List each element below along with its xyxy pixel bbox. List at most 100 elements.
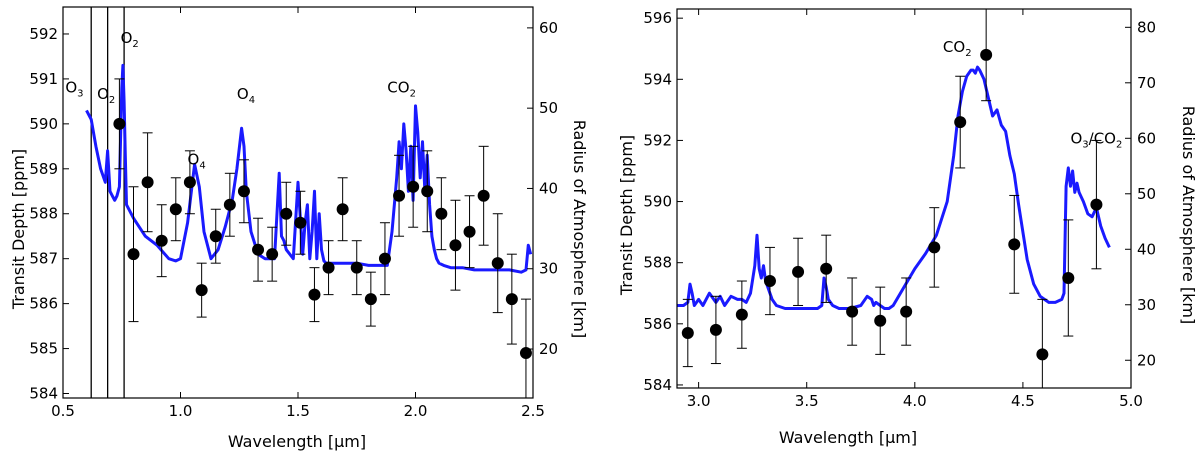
data-marker [980, 48, 993, 61]
data-marker [519, 347, 532, 360]
data-point-28 [505, 253, 518, 345]
data-marker [195, 284, 208, 297]
data-marker [928, 241, 941, 254]
y-tick-label: 589 [29, 160, 58, 178]
right-ylabel: Transit Depth [ppm] [617, 135, 636, 296]
data-point-7 [209, 208, 222, 264]
y-tick-label: 591 [29, 70, 58, 88]
data-marker [505, 293, 518, 306]
data-point-24 [449, 199, 462, 291]
x-tick-label: 1.5 [286, 402, 310, 420]
data-marker [491, 257, 504, 270]
y-tick-label: 596 [643, 9, 672, 27]
data-point-10 [252, 217, 265, 282]
y2-tick-label: 60 [1137, 129, 1156, 147]
molecule-annotation: CO2 [943, 38, 972, 59]
data-point-8 [223, 172, 236, 237]
data-point-5 [820, 234, 833, 303]
y2-tick-label: 30 [539, 260, 558, 278]
data-point-25 [463, 195, 476, 269]
data-point-6 [846, 277, 859, 346]
y-tick-label: 594 [643, 70, 672, 88]
data-marker [155, 234, 168, 247]
x-tick-label: 4.5 [1011, 392, 1035, 410]
x-tick-label: 0.5 [51, 402, 75, 420]
molecule-annotation: CO2 [387, 78, 416, 99]
data-marker [141, 176, 154, 189]
data-marker [421, 185, 434, 198]
data-marker [237, 185, 250, 198]
model-spectrum-line [677, 65, 1111, 310]
model-spectrum-line [85, 63, 533, 274]
data-marker [954, 116, 967, 129]
y2-tick-label: 20 [539, 340, 558, 358]
x-tick-label: 3.0 [687, 392, 711, 410]
y2-tick-label: 40 [539, 179, 558, 197]
data-point-0 [681, 298, 694, 368]
y2-tick-label: 30 [1137, 296, 1156, 314]
data-point-1 [127, 186, 140, 323]
data-point-21 [407, 145, 420, 228]
data-marker [735, 308, 748, 321]
data-marker [209, 230, 222, 243]
right-y2label: Radius of Atmosphere [km] [1179, 106, 1198, 325]
data-marker [223, 198, 236, 211]
data-point-2 [141, 132, 154, 233]
data-marker [350, 261, 363, 274]
y-tick-label: 586 [29, 295, 58, 313]
x-tick-label: 2.5 [521, 402, 545, 420]
data-point-15 [1090, 139, 1103, 270]
data-point-29 [519, 298, 532, 398]
data-point-3 [155, 204, 168, 278]
data-marker [846, 305, 859, 318]
data-marker [820, 262, 833, 275]
y-tick-label: 590 [643, 193, 672, 211]
data-point-17 [350, 240, 363, 296]
y-tick-label: 590 [29, 115, 58, 133]
data-point-9 [237, 159, 250, 224]
y-tick-label: 584 [643, 376, 672, 394]
data-marker [393, 189, 406, 202]
data-point-23 [435, 177, 448, 251]
data-point-10 [954, 75, 967, 169]
y2-tick-label: 20 [1137, 351, 1156, 369]
data-marker [183, 176, 196, 189]
molecule-annotation: O4 [188, 150, 206, 171]
data-point-4 [169, 177, 182, 242]
y-tick-label: 592 [643, 131, 672, 149]
data-point-13 [1036, 298, 1049, 388]
data-point-1 [709, 295, 722, 365]
molecule-annotation: O4 [237, 85, 255, 106]
data-marker [449, 239, 462, 252]
data-marker [477, 189, 490, 202]
y2-tick-label: 40 [1137, 240, 1156, 258]
data-point-3 [763, 246, 776, 316]
y2-tick-label: 70 [1137, 74, 1156, 92]
data-marker [280, 207, 293, 220]
y-tick-label: 588 [29, 205, 58, 223]
x-tick-label: 2.0 [404, 402, 428, 420]
data-point-14 [308, 267, 321, 323]
left-panel: Transit Depth [ppm] Radius of Atmosphere… [9, 6, 589, 451]
molecule-annotation: O3/CO2 [1070, 129, 1122, 150]
data-point-2 [735, 280, 748, 349]
x-tick-label: 3.5 [795, 392, 819, 410]
data-point-12 [280, 181, 293, 246]
data-marker [336, 203, 349, 216]
y2-tick-label: 50 [1137, 185, 1156, 203]
data-marker [378, 252, 391, 265]
data-marker [792, 265, 805, 278]
data-marker [266, 248, 279, 261]
data-point-0 [113, 78, 126, 170]
data-point-14 [1062, 219, 1075, 337]
left-xlabel: Wavelength [μm] [228, 432, 366, 451]
data-point-27 [491, 213, 504, 314]
x-tick-label: 4.0 [903, 392, 927, 410]
data-marker [252, 243, 265, 256]
y-tick-label: 588 [643, 254, 672, 272]
data-marker [709, 323, 722, 336]
data-point-12 [1008, 194, 1021, 294]
data-marker [681, 326, 694, 339]
left-y2label: Radius of Atmosphere [km] [570, 120, 589, 339]
